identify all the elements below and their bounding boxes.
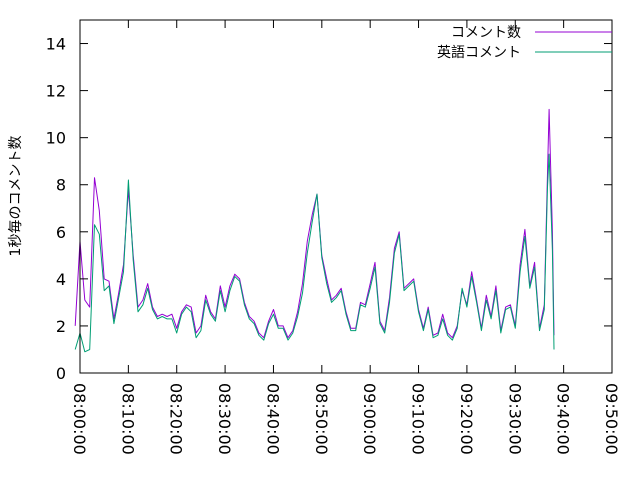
x-tick-label: 09:50:00	[602, 383, 621, 455]
x-tick-label: 08:30:00	[215, 383, 234, 455]
x-tick-label: 08:10:00	[118, 383, 137, 455]
x-tick-label: 09:30:00	[505, 383, 524, 455]
y-tick-label: 14	[46, 35, 66, 54]
y-tick-label: 4	[56, 270, 66, 289]
x-tick-label: 08:00:00	[70, 383, 89, 455]
x-tick-label: 09:40:00	[554, 383, 573, 455]
x-tick-label: 08:40:00	[263, 383, 282, 455]
x-tick-label: 09:20:00	[457, 383, 476, 455]
legend-label-comments: コメント数	[451, 25, 521, 41]
y-tick-label: 0	[56, 364, 66, 383]
y-tick-label: 8	[56, 176, 66, 195]
legend-label-english-comments: 英語コメント	[437, 44, 521, 61]
series-line-1	[74, 153, 555, 353]
axes: 0 2 4 6 8 10 12 14 08:00:00 08:10:00 08:20:00 08:30…	[46, 19, 621, 455]
x-tick-label: 08:50:00	[312, 383, 331, 455]
y-tick-label: 10	[46, 129, 66, 148]
plot-border	[79, 19, 613, 374]
y-tick-label: 6	[56, 223, 66, 242]
plot-area	[74, 108, 555, 353]
y-tick-label: 2	[56, 317, 66, 336]
legend: コメント数 英語コメント	[437, 25, 612, 61]
x-tick-label: 08:20:00	[167, 383, 186, 455]
x-tick-label: 09:00:00	[360, 383, 379, 455]
y-axis-label: 1秒毎のコメント数	[8, 136, 24, 257]
y-tick-label: 12	[46, 82, 66, 101]
x-tick-label: 09:10:00	[409, 383, 428, 455]
